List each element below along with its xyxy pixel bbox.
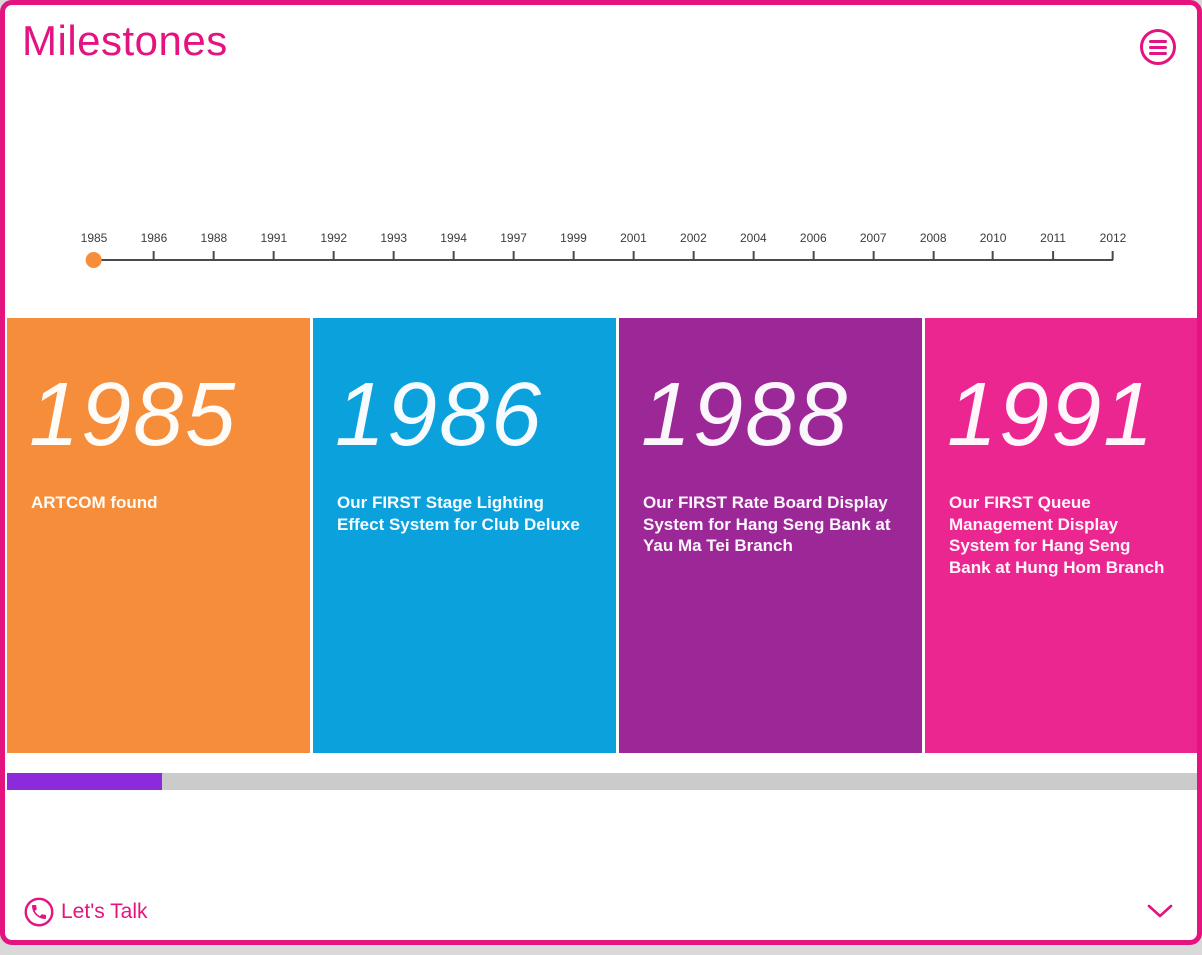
- timeline-year-2008[interactable]: 2008: [920, 231, 947, 260]
- milestone-cards-carousel: 1985 ARTCOM found 1986 Our FIRST Stage Ligh…: [7, 318, 1197, 753]
- timeline-year-label: 1985: [80, 231, 108, 245]
- milestone-card-1986[interactable]: 1986 Our FIRST Stage Lighting Effect Syst…: [313, 318, 616, 753]
- timeline-year-2001[interactable]: 2001: [620, 231, 647, 260]
- lets-talk-button[interactable]: Let's Talk: [24, 897, 148, 927]
- timeline-tick: [272, 251, 275, 260]
- timeline-tick: [932, 251, 935, 260]
- timeline-tick: [872, 251, 875, 260]
- timeline-year-2002[interactable]: 2002: [680, 231, 707, 260]
- timeline-tick: [992, 251, 995, 260]
- timeline-tick: [152, 251, 155, 260]
- timeline-year-label: 1994: [440, 231, 467, 245]
- hamburger-menu-button[interactable]: [1140, 29, 1176, 65]
- chevron-down-icon[interactable]: [1147, 904, 1173, 919]
- milestone-year: 1991: [947, 365, 1156, 465]
- timeline-year-label: 2008: [919, 231, 947, 245]
- timeline-year-1992[interactable]: 1992: [320, 231, 347, 260]
- milestone-card-1988[interactable]: 1988 Our FIRST Rate Board Display System …: [619, 318, 922, 753]
- milestone-description: Our FIRST Rate Board Display System for …: [643, 493, 891, 555]
- timeline: 1985 1986 1988 1991 1992 1993 1994 1997 1999 2001…: [81, 231, 1126, 271]
- phone-icon: [24, 897, 54, 927]
- timeline-year-label: 1991: [260, 231, 288, 245]
- timeline-year-label: 2002: [680, 231, 707, 245]
- timeline-tick: [332, 251, 335, 260]
- timeline-year-label: 1986: [140, 231, 168, 245]
- timeline-year-1994[interactable]: 1994: [440, 231, 467, 260]
- timeline-year-label: 1999: [560, 231, 587, 245]
- milestone-year: 1986: [335, 365, 544, 465]
- timeline-year-1986[interactable]: 1986: [140, 231, 168, 260]
- timeline-year-1985[interactable]: 1985: [80, 231, 108, 268]
- lets-talk-label: Let's Talk: [61, 900, 148, 923]
- milestone-card-1991[interactable]: 1991 Our FIRST Queue Management Display S…: [925, 318, 1197, 753]
- timeline-year-1993[interactable]: 1993: [380, 231, 407, 260]
- timeline-year-label: 2001: [620, 231, 647, 245]
- timeline-year-label: 1988: [200, 231, 228, 245]
- hamburger-bar: [1149, 51, 1167, 55]
- hamburger-bar: [1149, 45, 1167, 49]
- timeline-year-label: 2004: [739, 231, 767, 245]
- timeline-year-2011[interactable]: 2011: [1040, 231, 1066, 260]
- timeline-year-label: 2010: [979, 231, 1007, 245]
- timeline-tick: [212, 251, 215, 260]
- milestone-year: 1985: [29, 365, 238, 465]
- milestone-description: ARTCOM found: [31, 493, 158, 512]
- timeline-year-2012[interactable]: 2012: [1099, 231, 1127, 260]
- timeline-line: [94, 259, 1113, 261]
- timeline-tick: [752, 251, 755, 260]
- horizontal-scrollbar-track[interactable]: [7, 773, 1197, 790]
- timeline-tick: [632, 251, 635, 260]
- timeline-tick: [1052, 251, 1055, 260]
- timeline-tick: [572, 251, 575, 260]
- timeline-tick: [452, 251, 455, 260]
- timeline-year-label: 2011: [1040, 231, 1066, 245]
- timeline-year-1997[interactable]: 1997: [500, 231, 527, 260]
- timeline-marker-dot[interactable]: [85, 252, 102, 268]
- timeline-tick: [392, 251, 395, 260]
- timeline-year-label: 2012: [1099, 231, 1127, 245]
- timeline-year-1988[interactable]: 1988: [200, 231, 228, 260]
- milestone-description: Our FIRST Stage Lighting Effect System f…: [337, 493, 580, 534]
- timeline-year-label: 1992: [320, 231, 348, 245]
- timeline-year-2004[interactable]: 2004: [740, 231, 767, 260]
- timeline-year-1999[interactable]: 1999: [560, 231, 587, 260]
- timeline-year-2010[interactable]: 2010: [979, 231, 1007, 260]
- page-title: Milestones: [22, 17, 228, 64]
- hamburger-bar: [1149, 39, 1167, 43]
- timeline-year-1991[interactable]: 1991: [260, 231, 287, 260]
- milestone-description: Our FIRST Queue Management Display Syste…: [949, 493, 1165, 577]
- milestone-card-1985[interactable]: 1985 ARTCOM found: [7, 318, 310, 753]
- timeline-year-2007[interactable]: 2007: [860, 231, 887, 260]
- milestone-year: 1988: [641, 365, 850, 465]
- timeline-year-label: 2006: [799, 231, 827, 245]
- timeline-tick: [512, 251, 515, 260]
- timeline-year-label: 2007: [859, 231, 887, 245]
- timeline-tick: [692, 251, 695, 260]
- timeline-year-2006[interactable]: 2006: [800, 231, 827, 260]
- timeline-year-label: 1997: [500, 231, 527, 245]
- timeline-year-label: 1993: [380, 231, 408, 245]
- horizontal-scrollbar-thumb[interactable]: [7, 773, 163, 790]
- timeline-tick: [1111, 251, 1114, 260]
- timeline-tick: [812, 251, 815, 260]
- footer: Let's Talk: [24, 890, 1173, 934]
